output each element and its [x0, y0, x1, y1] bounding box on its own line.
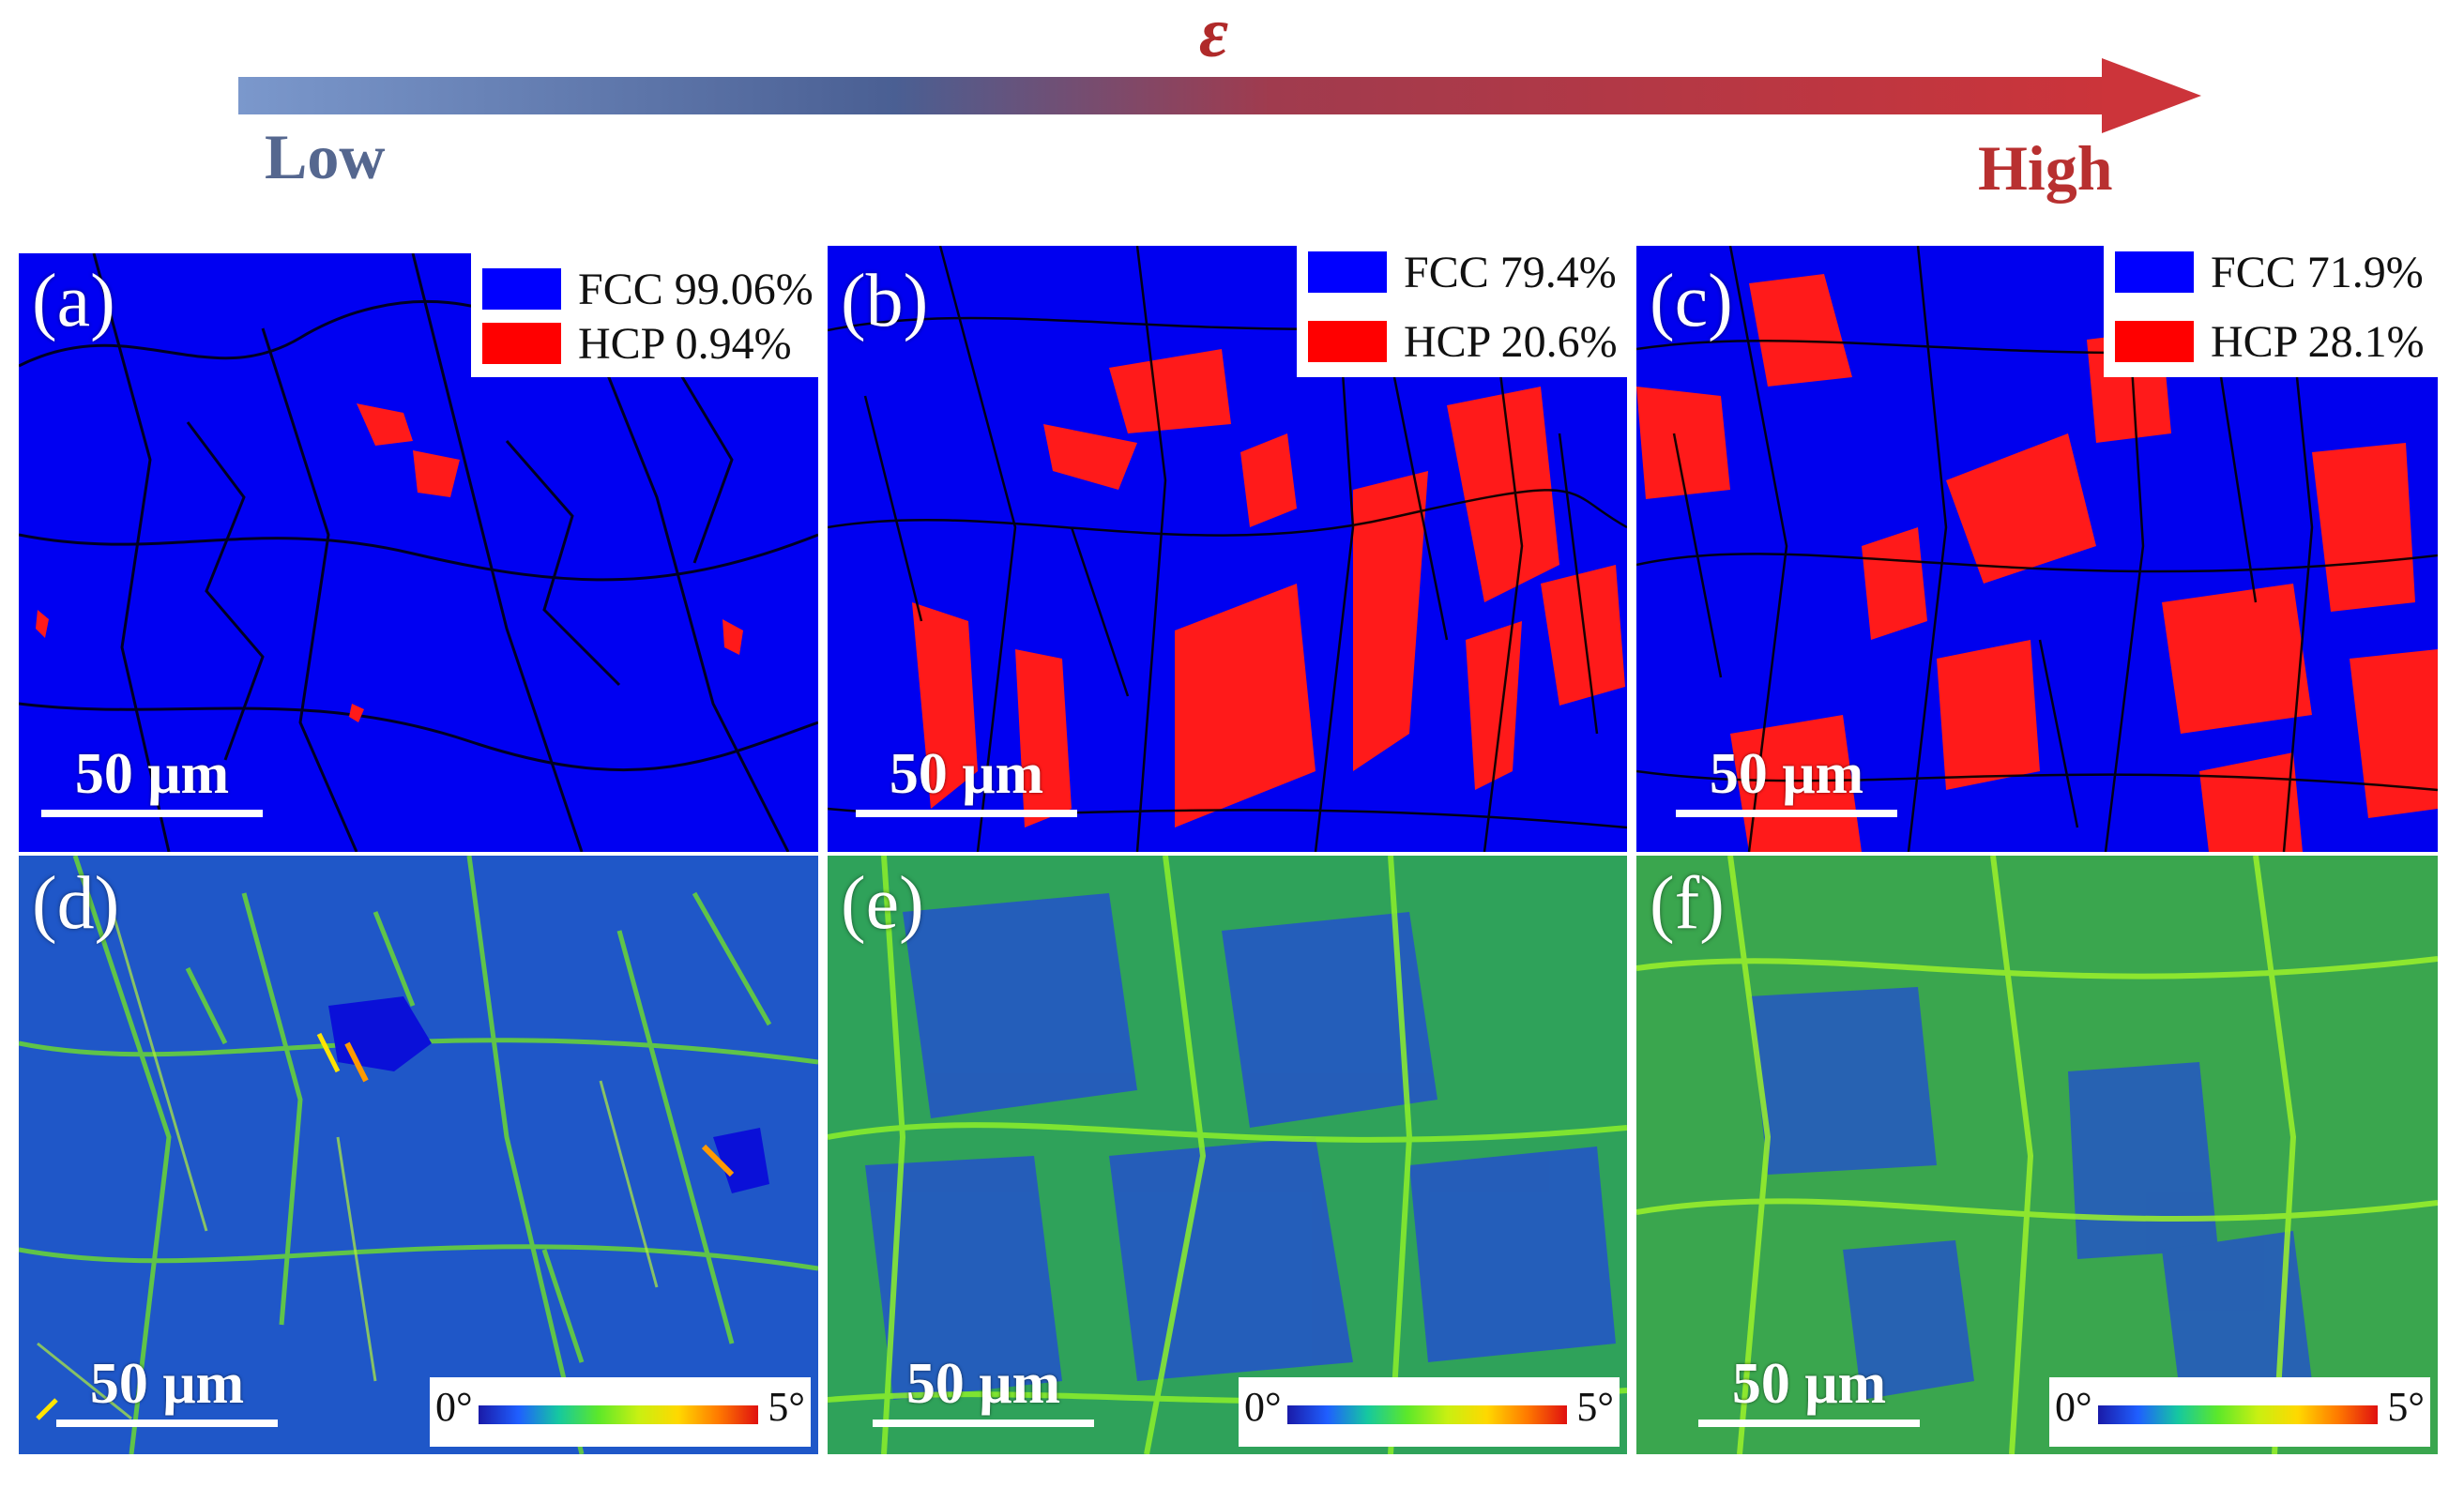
scale-bar: 50 μm — [56, 1351, 278, 1427]
kam-colorbar: 0° 5° — [430, 1377, 811, 1447]
panel-label: (a) — [32, 260, 115, 342]
legend-item-hcp: HCP 0.94% — [482, 319, 792, 369]
kam-map-e-image — [828, 856, 1627, 1454]
scale-bar-text: 50 μm — [1709, 742, 1864, 806]
kam-map-d: (d) 50 μm 0° 5° — [19, 856, 818, 1454]
legend-item-fcc: FCC 79.4% — [1308, 247, 1617, 297]
legend-text: HCP 20.6% — [1404, 316, 1618, 367]
fcc-swatch — [1308, 251, 1387, 293]
low-strain-label: Low — [265, 121, 386, 192]
colorbar-max-label: 5° — [2387, 1384, 2425, 1430]
colorbar-min-label: 0° — [435, 1384, 473, 1430]
legend-item-fcc: FCC 71.9% — [2115, 247, 2424, 297]
legend-item-hcp: HCP 20.6% — [1308, 317, 1618, 367]
scale-bar-line — [1676, 810, 1897, 817]
kam-colorbar: 0° 5° — [1239, 1377, 1620, 1447]
legend-text: HCP 0.94% — [578, 318, 792, 369]
hcp-swatch — [2115, 321, 2194, 362]
kam-map-f-image — [1636, 856, 2438, 1454]
panel-label: (e) — [841, 862, 924, 945]
high-strain-label: High — [1978, 132, 2113, 204]
scale-bar-line — [1698, 1420, 1920, 1427]
scale-bar-text: 50 μm — [905, 1352, 1061, 1416]
colorbar-gradient — [1287, 1405, 1567, 1424]
scale-bar: 50 μm — [41, 741, 263, 817]
strain-arrow — [238, 58, 2201, 133]
scale-bar: 50 μm — [1676, 741, 1897, 817]
legend-text: HCP 28.1% — [2211, 316, 2425, 367]
scale-bar-text: 50 μm — [74, 742, 230, 806]
panel-label: (f) — [1650, 862, 1725, 945]
panel-label: (d) — [32, 862, 120, 945]
scale-bar: 50 μm — [873, 1351, 1094, 1427]
colorbar-gradient — [479, 1405, 758, 1424]
kam-map-e: (e) 50 μm 0° 5° — [828, 856, 1627, 1454]
phase-legend: FCC 71.9% HCP 28.1% — [2104, 246, 2438, 377]
hcp-swatch — [482, 323, 561, 364]
phase-map-a: (a) FCC 99.06% HCP 0.94% 50 μm — [19, 253, 818, 852]
phase-legend: FCC 79.4% HCP 20.6% — [1297, 246, 1627, 377]
panel-label: (b) — [841, 260, 929, 342]
scale-bar: 50 μm — [1698, 1351, 1920, 1427]
colorbar-gradient — [2098, 1405, 2378, 1424]
legend-text: FCC 99.06% — [578, 264, 814, 314]
legend-text: FCC 79.4% — [1404, 247, 1617, 297]
phase-legend: FCC 99.06% HCP 0.94% — [471, 253, 818, 377]
fcc-swatch — [2115, 251, 2194, 293]
colorbar-min-label: 0° — [2055, 1384, 2092, 1430]
fcc-swatch — [482, 268, 561, 310]
kam-map-f: (f) 50 μm 0° 5° — [1636, 856, 2438, 1454]
hcp-swatch — [1308, 321, 1387, 362]
colorbar-min-label: 0° — [1244, 1384, 1282, 1430]
scale-bar-text: 50 μm — [89, 1352, 245, 1416]
scale-bar-text: 50 μm — [1731, 1352, 1887, 1416]
legend-text: FCC 71.9% — [2211, 247, 2424, 297]
colorbar-max-label: 5° — [768, 1384, 805, 1430]
strain-symbol: ε — [1199, 0, 1229, 72]
panel-label: (c) — [1650, 260, 1733, 342]
phase-map-c: (c) FCC 71.9% HCP 28.1% 50 μm — [1636, 246, 2438, 852]
scale-bar-line — [56, 1420, 278, 1427]
scale-bar-line — [873, 1420, 1094, 1427]
scale-bar-line — [41, 810, 263, 817]
scale-bar-line — [856, 810, 1077, 817]
colorbar-max-label: 5° — [1576, 1384, 1614, 1430]
kam-map-d-image — [19, 856, 818, 1454]
phase-map-b: (b) FCC 79.4% HCP 20.6% 50 μm — [828, 246, 1627, 852]
scale-bar-text: 50 μm — [889, 742, 1044, 806]
legend-item-fcc: FCC 99.06% — [482, 265, 814, 314]
legend-item-hcp: HCP 28.1% — [2115, 317, 2425, 367]
kam-colorbar: 0° 5° — [2049, 1377, 2430, 1447]
scale-bar: 50 μm — [856, 741, 1077, 817]
